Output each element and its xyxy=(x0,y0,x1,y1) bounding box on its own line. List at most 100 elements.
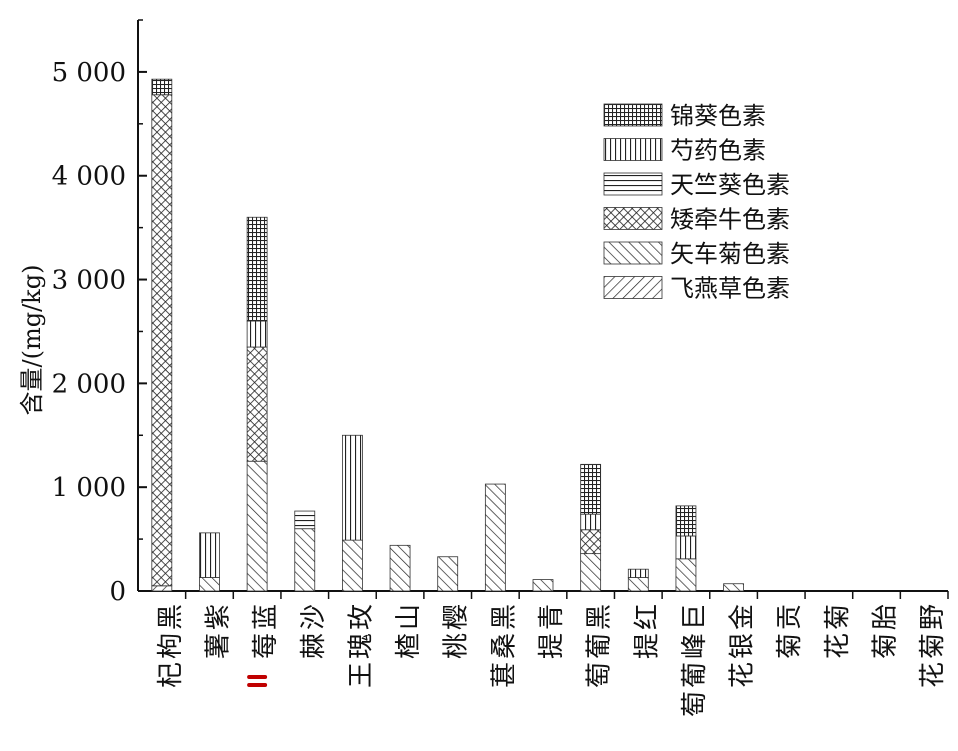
x-tick-label-char: 菊 xyxy=(871,633,901,659)
x-tick-label-char: 青 xyxy=(537,604,567,630)
x-tick-label-char: 楂 xyxy=(394,633,424,659)
x-tick-label-char: 枸 xyxy=(156,633,186,659)
x-tick-label-char: 提 xyxy=(537,633,567,659)
legend-label: 矢车菊色素 xyxy=(670,240,790,268)
bar-3-diag-left xyxy=(246,460,268,592)
bar-7-diag-left xyxy=(437,556,459,592)
x-tick-label-10: 黑葡萄 xyxy=(585,604,615,688)
legend-swatch xyxy=(603,241,663,265)
x-tick-label-6: 山楂 xyxy=(394,604,424,659)
bar-3-grid xyxy=(246,216,268,322)
x-tick-label-char: 银 xyxy=(728,633,758,659)
bar-9-diag-left xyxy=(532,579,554,592)
bar-10-diag-left xyxy=(580,553,602,592)
x-tick-label-char: 樱 xyxy=(442,604,472,630)
x-tick-label-char: 花 xyxy=(918,662,948,688)
bar-12-vertical xyxy=(675,535,697,560)
legend-label: 锦葵色素 xyxy=(670,102,766,130)
y-tick-label: 2 000 xyxy=(52,369,126,399)
x-tick-label-11: 红提 xyxy=(632,604,662,659)
x-tick-label-17: 野菊花 xyxy=(918,604,948,688)
bar-1-grid xyxy=(151,78,173,96)
highlight-marker-bar xyxy=(247,683,268,687)
x-tick-label-char: 菊 xyxy=(775,633,805,659)
x-tick-label-char: 金 xyxy=(728,604,758,630)
x-tick-label-char: 葡 xyxy=(680,662,710,688)
bar-5-diag-left xyxy=(342,539,363,592)
x-tick-label-char: 紫 xyxy=(203,604,233,630)
x-tick-label-3: 蓝莓 xyxy=(251,604,281,659)
legend-label: 飞燕草色素 xyxy=(670,275,790,303)
x-tick-label-char: 峰 xyxy=(680,633,710,659)
x-tick-label-char: 莓 xyxy=(251,633,281,659)
x-tick-label-char: 瑰 xyxy=(346,633,376,659)
bar-5-vertical xyxy=(342,434,363,541)
bar-2-diag-left xyxy=(199,577,220,592)
x-tick-label-8: 黑桑葚 xyxy=(489,604,519,688)
bar-13-diag-left xyxy=(723,583,744,592)
bar-6-diag-left xyxy=(389,544,411,592)
legend-swatch xyxy=(603,138,663,161)
highlight-marker-bar xyxy=(247,675,268,679)
bar-1-diag-right xyxy=(151,585,173,592)
x-tick-label-char: 桃 xyxy=(442,633,472,659)
bar-2-vertical xyxy=(199,532,220,578)
bar-4-diag-left xyxy=(294,528,316,592)
y-axis-label: 含量/(mg/kg) xyxy=(18,265,46,416)
x-tick-label-9: 青提 xyxy=(537,604,567,659)
x-tick-label-char: 葡 xyxy=(585,633,615,659)
legend-swatch xyxy=(603,172,663,196)
x-tick-label-char: 薯 xyxy=(203,633,233,659)
legend-swatch xyxy=(603,103,663,127)
x-tick-label-char: 萄 xyxy=(585,662,615,688)
bar-11-vertical xyxy=(627,568,649,578)
legend-label: 矮牵牛色素 xyxy=(670,206,790,234)
bars xyxy=(151,78,744,592)
x-tick-label-1: 黑枸杞 xyxy=(156,604,186,688)
x-tick-label-4: 沙棘 xyxy=(299,604,329,659)
x-tick-label-char: 巨 xyxy=(680,604,710,630)
legend-label: 天竺葵色素 xyxy=(670,171,790,199)
x-tick-label-char: 黑 xyxy=(585,604,615,630)
legend-label: 芍药色素 xyxy=(670,137,766,165)
y-tick-label: 0 xyxy=(109,577,126,607)
x-tick-label-char: 贡 xyxy=(775,604,805,630)
x-tick-label-16: 胎菊 xyxy=(871,604,901,659)
x-tick-label-15: 菊花 xyxy=(823,604,853,659)
x-tick-label-char: 黑 xyxy=(156,604,186,630)
x-tick-label-char: 棘 xyxy=(299,633,329,659)
x-tick-label-char: 红 xyxy=(632,604,662,630)
x-tick-label-7: 樱桃 xyxy=(442,604,472,659)
bar-11-diag-left xyxy=(627,577,649,592)
bar-1-cross xyxy=(151,94,173,587)
bar-3-cross xyxy=(246,346,268,462)
x-tick-label-char: 萄 xyxy=(680,691,710,717)
x-tick-label-char: 提 xyxy=(632,633,662,659)
x-tick-label-char: 野 xyxy=(918,604,948,630)
bar-10-cross xyxy=(580,529,602,555)
bar-10-grid xyxy=(580,463,602,515)
bar-12-diag-left xyxy=(675,558,697,592)
legend-swatch xyxy=(603,276,663,299)
x-tick-label-13: 金银花 xyxy=(728,604,758,688)
bar-3-vertical xyxy=(246,320,268,348)
bar-4-horizontal xyxy=(294,510,316,530)
x-tick-label-char: 沙 xyxy=(299,604,329,630)
x-tick-label-char: 玫 xyxy=(346,604,376,630)
x-tick-label-5: 玫瑰王 xyxy=(346,604,376,688)
y-tick-label: 5 000 xyxy=(52,58,126,88)
x-tick-label-char: 葚 xyxy=(489,662,519,688)
x-tick-label-char: 花 xyxy=(823,633,853,659)
y-tick-label: 4 000 xyxy=(52,162,126,192)
y-tick-label: 3 000 xyxy=(52,266,126,296)
x-tick-label-2: 紫薯 xyxy=(203,604,233,659)
x-tick-label-char: 杞 xyxy=(156,662,186,688)
x-tick-label-char: 王 xyxy=(346,662,376,688)
legend-swatch xyxy=(603,207,663,230)
x-tick-label-char: 山 xyxy=(394,604,424,630)
